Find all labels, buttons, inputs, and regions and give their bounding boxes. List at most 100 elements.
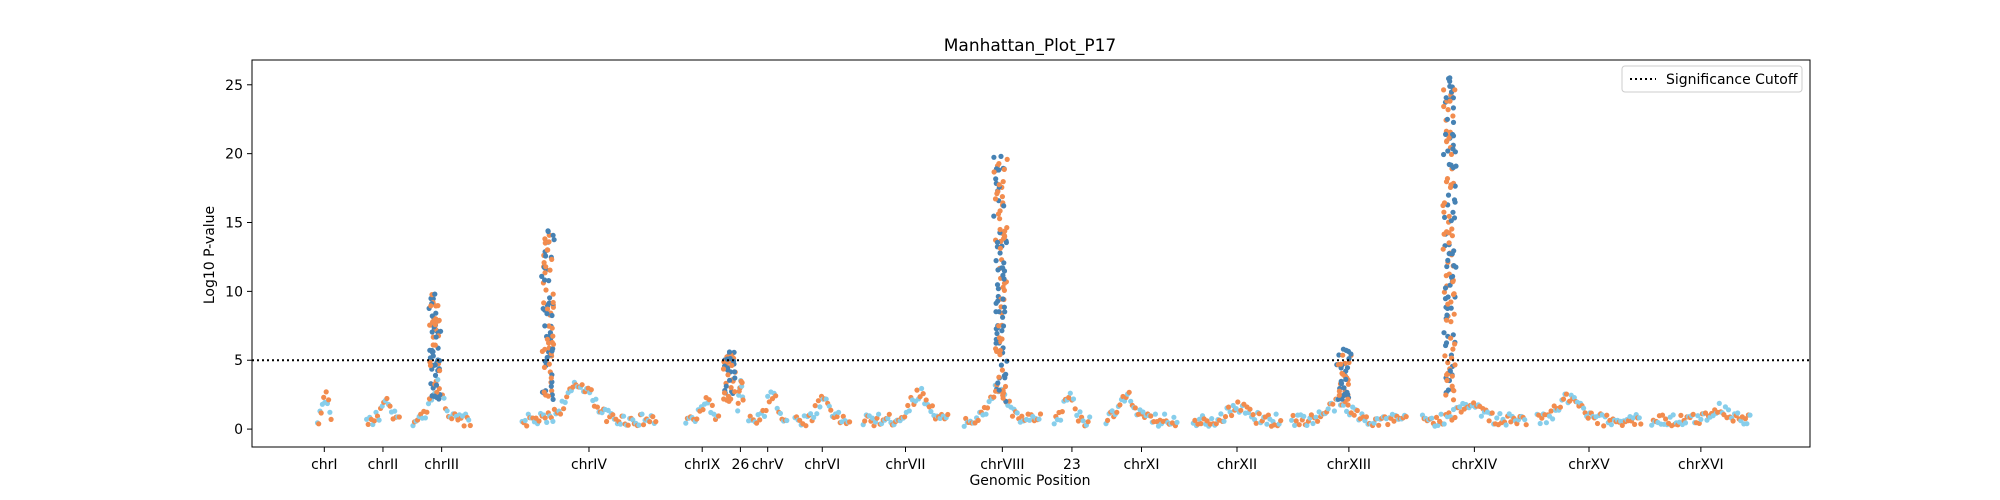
y-tick-label: 25	[225, 78, 243, 94]
data-point	[984, 405, 991, 411]
data-point	[374, 413, 381, 419]
data-point	[425, 401, 432, 407]
data-point	[1218, 411, 1224, 417]
data-point	[1435, 422, 1441, 428]
data-point	[550, 333, 556, 339]
data-point	[549, 392, 555, 398]
data-point	[543, 253, 549, 259]
data-point	[546, 361, 552, 367]
data-point	[1325, 406, 1331, 412]
data-point	[1343, 376, 1349, 382]
data-point	[428, 381, 434, 387]
data-point	[905, 402, 911, 409]
data-point	[999, 265, 1005, 271]
data-point	[441, 395, 447, 401]
data-point	[961, 423, 967, 429]
data-point	[434, 389, 440, 395]
data-point	[1523, 422, 1529, 428]
data-point	[546, 239, 552, 245]
data-point	[1001, 304, 1008, 310]
x-tick-label-chrVIII: chrVIII	[980, 457, 1024, 473]
data-point	[376, 417, 382, 423]
data-point	[1148, 413, 1154, 419]
data-point	[1345, 402, 1351, 408]
data-point	[1051, 421, 1057, 427]
data-point	[995, 380, 1001, 386]
data-point	[1450, 113, 1456, 119]
data-point	[1443, 340, 1450, 346]
data-point	[963, 415, 969, 422]
data-point	[1331, 408, 1337, 414]
data-point	[545, 393, 552, 399]
data-point	[1002, 383, 1009, 390]
data-point	[736, 392, 742, 398]
data-point	[914, 387, 920, 393]
data-point	[735, 408, 741, 414]
data-point	[996, 335, 1003, 341]
data-point	[435, 377, 441, 383]
data-point	[983, 411, 989, 417]
data-point	[1162, 411, 1168, 417]
data-point	[1445, 387, 1451, 393]
data-point	[432, 362, 438, 368]
data-point	[639, 411, 645, 417]
data-point	[920, 391, 926, 397]
data-point	[1632, 421, 1638, 427]
data-point	[1444, 176, 1451, 182]
data-point	[594, 404, 601, 410]
data-point	[1443, 392, 1449, 398]
data-point	[328, 416, 334, 422]
data-point	[1000, 390, 1007, 396]
x-tick-label-26: 26	[731, 457, 749, 473]
data-point	[1002, 309, 1008, 315]
data-point	[1486, 418, 1492, 424]
data-point	[1340, 352, 1346, 358]
data-point	[1563, 391, 1570, 397]
data-point	[725, 372, 731, 378]
data-point	[991, 394, 997, 400]
data-point	[549, 379, 555, 385]
legend: Significance Cutoff	[1621, 65, 1803, 93]
data-point	[732, 389, 738, 395]
data-point	[720, 366, 727, 372]
x-axis-ticks: chrI chrII chrIII chrIV chrIX 26 chrV chrVI chrV…	[311, 447, 1724, 473]
data-point	[1075, 418, 1081, 424]
data-point	[923, 397, 929, 403]
y-axis-ticks: 0 5 10 15 20 25	[225, 78, 252, 438]
data-point	[1478, 413, 1484, 419]
data-point	[1058, 417, 1064, 423]
data-point	[1204, 418, 1210, 424]
data-point	[1452, 414, 1458, 421]
data-point	[1447, 75, 1453, 81]
data-point	[945, 411, 951, 418]
data-point	[541, 389, 547, 395]
data-point	[996, 374, 1002, 380]
data-point	[1345, 396, 1351, 402]
data-point	[544, 306, 551, 312]
data-point	[542, 415, 548, 421]
data-point	[617, 421, 624, 427]
data-point	[1445, 294, 1451, 300]
data-point	[1315, 418, 1321, 424]
data-point	[1446, 230, 1452, 236]
data-point	[1000, 284, 1006, 290]
data-point	[1696, 420, 1702, 426]
data-point	[557, 411, 564, 417]
data-point	[1278, 418, 1284, 424]
data-point	[1292, 422, 1298, 428]
data-point	[1608, 422, 1614, 428]
data-point	[1004, 225, 1010, 231]
data-point	[1447, 368, 1453, 374]
data-point	[550, 291, 556, 297]
data-point	[706, 397, 712, 403]
data-point	[929, 403, 936, 409]
data-point	[1445, 257, 1451, 263]
data-point	[444, 408, 450, 414]
data-point	[997, 352, 1003, 358]
data-point	[1571, 395, 1577, 401]
data-point	[433, 310, 439, 316]
x-tick-label-chrXVI: chrXVI	[1678, 457, 1724, 473]
data-point	[997, 347, 1003, 354]
data-point	[1341, 385, 1347, 391]
data-point	[1348, 351, 1354, 357]
